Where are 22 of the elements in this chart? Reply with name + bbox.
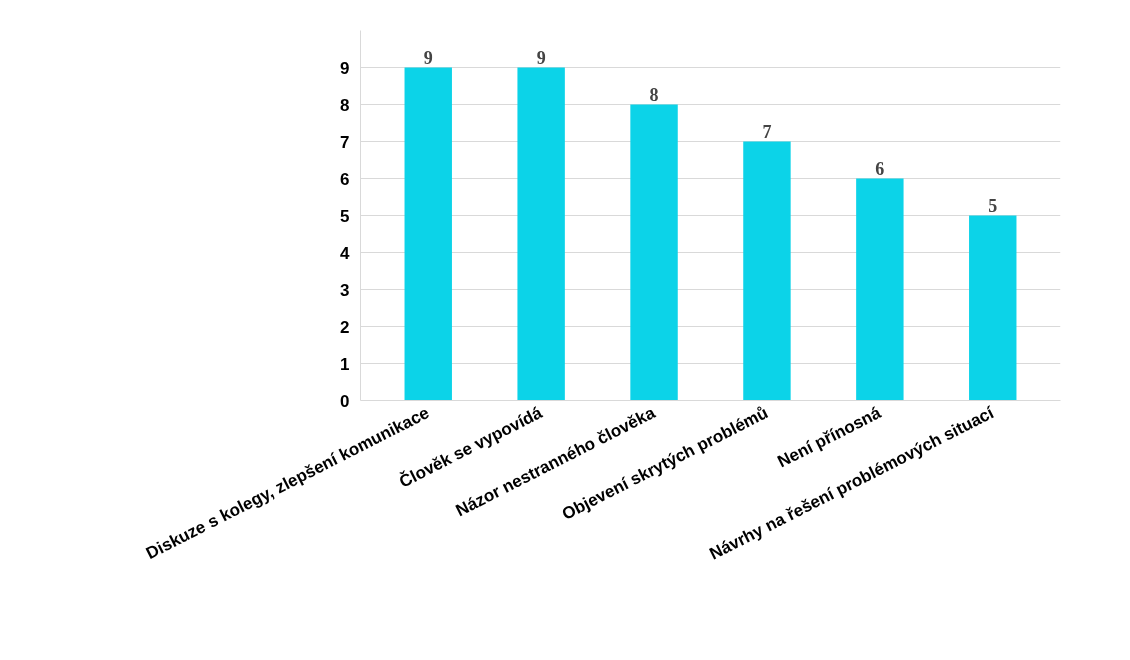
bar xyxy=(969,215,1017,401)
y-tick-label: 1 xyxy=(340,354,350,374)
y-tick-label: 9 xyxy=(340,58,350,78)
bar xyxy=(630,104,678,401)
y-tick-label: 7 xyxy=(340,132,350,152)
bar xyxy=(743,141,791,401)
bar xyxy=(404,67,452,401)
data-label: 7 xyxy=(762,121,772,142)
data-label: 9 xyxy=(423,47,433,68)
data-label: 6 xyxy=(875,158,885,179)
y-tick-label: 0 xyxy=(340,391,350,411)
y-tick-label: 4 xyxy=(340,243,351,263)
y-tick-label: 6 xyxy=(340,169,350,189)
data-label: 9 xyxy=(536,47,546,68)
y-tick-label: 3 xyxy=(340,280,350,300)
y-tick-label: 8 xyxy=(340,95,350,115)
bar xyxy=(517,67,565,401)
y-tick-label: 2 xyxy=(340,317,350,337)
data-label: 5 xyxy=(988,195,998,216)
bar xyxy=(856,178,904,401)
y-tick-label: 5 xyxy=(340,206,350,226)
data-label: 8 xyxy=(649,84,659,105)
